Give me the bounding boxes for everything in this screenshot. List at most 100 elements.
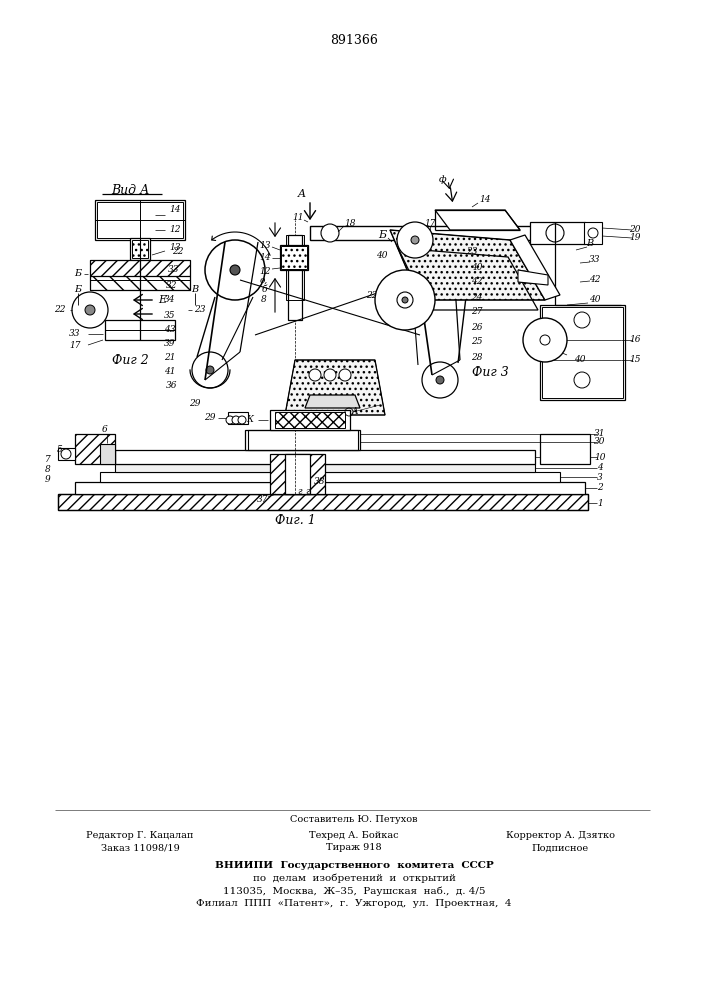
Bar <box>280 245 308 270</box>
Text: 28: 28 <box>472 353 483 361</box>
Text: 40: 40 <box>376 250 387 259</box>
Circle shape <box>61 449 71 459</box>
Polygon shape <box>305 395 360 408</box>
Bar <box>97 202 183 238</box>
Text: 20: 20 <box>629 226 641 234</box>
Text: 2: 2 <box>597 484 603 492</box>
Bar <box>285 454 310 494</box>
Text: 15: 15 <box>629 356 641 364</box>
Text: 9: 9 <box>45 476 51 485</box>
Text: 13: 13 <box>259 240 271 249</box>
Bar <box>542 307 623 398</box>
Text: 29: 29 <box>189 398 201 408</box>
Text: 41: 41 <box>164 367 176 376</box>
Text: 42: 42 <box>589 275 601 284</box>
Text: 39: 39 <box>164 340 176 349</box>
Text: 22: 22 <box>54 306 66 314</box>
Bar <box>115 450 535 464</box>
Polygon shape <box>435 210 520 230</box>
Text: 11: 11 <box>292 214 304 223</box>
Text: Б: Б <box>74 269 81 278</box>
Text: 23: 23 <box>466 247 478 256</box>
Circle shape <box>192 352 228 388</box>
Text: Фиг 2: Фиг 2 <box>112 354 148 366</box>
Text: 26: 26 <box>472 322 483 332</box>
Bar <box>105 320 175 340</box>
Text: 40: 40 <box>589 296 601 304</box>
Circle shape <box>309 369 321 381</box>
Circle shape <box>339 369 351 381</box>
Text: 5: 5 <box>57 446 63 454</box>
Bar <box>540 434 590 464</box>
Text: 14: 14 <box>479 196 491 205</box>
Text: Б: Б <box>378 230 386 240</box>
Circle shape <box>402 297 408 303</box>
Text: 38: 38 <box>314 478 326 487</box>
Bar <box>245 430 360 450</box>
Bar <box>115 464 535 472</box>
Circle shape <box>375 270 435 330</box>
Circle shape <box>205 240 265 300</box>
Text: Заказ 11098/19: Заказ 11098/19 <box>100 844 180 852</box>
Circle shape <box>238 416 246 424</box>
Bar <box>288 235 302 320</box>
Text: Редактор Г. Кацалап: Редактор Г. Кацалап <box>86 830 194 840</box>
Text: Подписное: Подписное <box>532 844 588 852</box>
Text: Составитель Ю. Петухов: Составитель Ю. Петухов <box>291 816 418 824</box>
Text: 14: 14 <box>259 253 271 262</box>
Polygon shape <box>390 230 545 300</box>
Circle shape <box>397 292 413 308</box>
Text: 30: 30 <box>595 438 606 446</box>
Text: 40: 40 <box>574 356 586 364</box>
Text: ВНИИПИ  Государственного  комитета  СССР: ВНИИПИ Государственного комитета СССР <box>215 860 493 869</box>
Circle shape <box>435 265 445 275</box>
Bar <box>130 238 150 260</box>
Text: 14: 14 <box>169 206 181 215</box>
Text: 4: 4 <box>597 464 603 473</box>
Text: б: б <box>262 286 267 294</box>
Text: 34: 34 <box>164 296 176 304</box>
Bar <box>90 260 190 276</box>
Text: Филиал  ППП  «Патент»,  г.  Ужгород,  ул.  Проектная,  4: Филиал ППП «Патент», г. Ужгород, ул. Про… <box>197 900 512 908</box>
Text: Вид А: Вид А <box>111 184 149 196</box>
Circle shape <box>232 416 240 424</box>
Bar <box>75 482 585 494</box>
Bar <box>540 305 625 400</box>
Text: 33: 33 <box>69 330 81 338</box>
Text: по  делам  изобретений  и  открытий: по делам изобретений и открытий <box>252 873 455 883</box>
Circle shape <box>226 416 234 424</box>
Bar <box>58 448 75 460</box>
Text: г: г <box>305 488 310 496</box>
Circle shape <box>412 242 468 298</box>
Circle shape <box>411 236 419 244</box>
Text: 22: 22 <box>173 247 184 256</box>
Text: Техред А. Бойкас: Техред А. Бойкас <box>309 830 399 840</box>
Circle shape <box>588 228 598 238</box>
Text: 32: 32 <box>166 280 177 290</box>
Text: 19: 19 <box>629 233 641 242</box>
Bar <box>58 494 588 510</box>
Text: 33: 33 <box>168 265 180 274</box>
Bar <box>270 454 325 494</box>
Text: 10: 10 <box>595 452 606 462</box>
Text: 31: 31 <box>595 430 606 438</box>
Text: 29: 29 <box>204 414 216 422</box>
Text: 1: 1 <box>597 498 603 508</box>
Circle shape <box>206 366 214 374</box>
Bar <box>248 430 358 450</box>
Text: 8: 8 <box>261 296 267 304</box>
Circle shape <box>85 305 95 315</box>
Text: 21: 21 <box>164 353 176 361</box>
Circle shape <box>546 224 564 242</box>
Polygon shape <box>285 360 385 415</box>
Text: о,: о, <box>260 275 268 284</box>
Circle shape <box>574 312 590 328</box>
Bar <box>75 434 115 464</box>
Bar <box>100 472 560 482</box>
Circle shape <box>324 369 336 381</box>
Text: ф: ф <box>439 176 447 184</box>
Text: 25: 25 <box>472 338 483 347</box>
Text: A: A <box>352 408 358 416</box>
Circle shape <box>540 335 550 345</box>
Circle shape <box>321 224 339 242</box>
